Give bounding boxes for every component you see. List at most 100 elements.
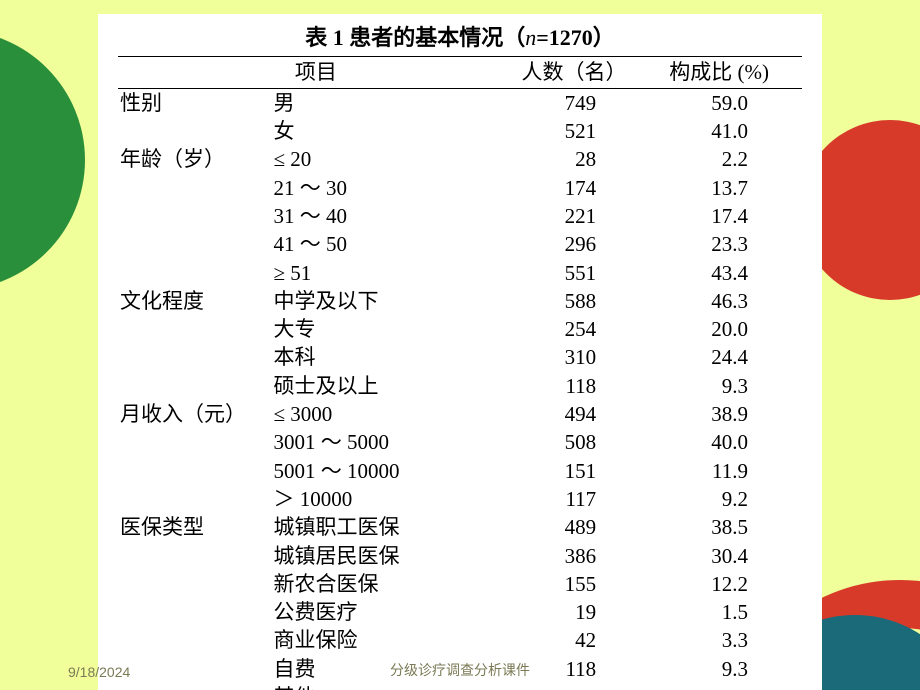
cell-category	[118, 570, 273, 598]
cell-value: 男	[273, 89, 511, 118]
cell-count: 28	[512, 146, 636, 174]
cell-count: 254	[512, 316, 636, 344]
cell-count: 221	[512, 202, 636, 230]
cell-percent: 40.0	[636, 429, 802, 457]
header-percent: 构成比 (%)	[636, 57, 802, 89]
cell-count: 155	[512, 570, 636, 598]
cell-category: 性别	[118, 89, 273, 118]
table-row: 其他614.8	[118, 684, 802, 690]
cell-percent: 13.7	[636, 174, 802, 202]
table-title: 表 1 患者的基本情况（n=1270）	[118, 20, 802, 52]
table-row: 新农合医保15512.2	[118, 570, 802, 598]
cell-category	[118, 202, 273, 230]
cell-value: 31 ～ 40	[273, 202, 511, 230]
cell-category: 文化程度	[118, 287, 273, 315]
cell-count: 118	[512, 372, 636, 400]
header-category: 项目	[118, 57, 512, 89]
cell-category: 年龄（岁）	[118, 146, 273, 174]
table-row: 女52141.0	[118, 118, 802, 146]
cell-category	[118, 259, 273, 287]
cell-count: 310	[512, 344, 636, 372]
cell-percent: 41.0	[636, 118, 802, 146]
cell-count: 386	[512, 542, 636, 570]
table-row: 公费医疗191.5	[118, 599, 802, 627]
cell-value: 城镇职工医保	[273, 514, 511, 542]
cell-category	[118, 429, 273, 457]
cell-value: 商业保险	[273, 627, 511, 655]
table-header-row: 项目 人数（名） 构成比 (%)	[118, 57, 802, 89]
cell-count: 749	[512, 89, 636, 118]
cell-count: 61	[512, 684, 636, 690]
header-count: 人数（名）	[512, 57, 636, 89]
cell-value: ≤ 3000	[273, 401, 511, 429]
table-row: 大专25420.0	[118, 316, 802, 344]
cell-percent: 1.5	[636, 599, 802, 627]
title-prefix: 表 1 患者的基本情况（	[305, 25, 525, 50]
cell-percent: 11.9	[636, 457, 802, 485]
cell-value: 本科	[273, 344, 511, 372]
cell-value: ≥ 51	[273, 259, 511, 287]
cell-percent: 17.4	[636, 202, 802, 230]
cell-percent: 38.5	[636, 514, 802, 542]
cell-count: 151	[512, 457, 636, 485]
cell-value: 硕士及以上	[273, 372, 511, 400]
cell-count: 42	[512, 627, 636, 655]
table-row: 医保类型城镇职工医保48938.5	[118, 514, 802, 542]
cell-percent: 23.3	[636, 231, 802, 259]
cell-percent: 30.4	[636, 542, 802, 570]
cell-percent: 9.3	[636, 372, 802, 400]
cell-category	[118, 231, 273, 259]
cell-percent: 4.8	[636, 684, 802, 690]
cell-value: 中学及以下	[273, 287, 511, 315]
cell-count: 521	[512, 118, 636, 146]
title-n-value: =1270）	[536, 25, 615, 50]
cell-category: 医保类型	[118, 514, 273, 542]
cell-category	[118, 174, 273, 202]
cell-count: 588	[512, 287, 636, 315]
table-row: ＞ 100001179.2	[118, 485, 802, 513]
cell-category: 月收入（元）	[118, 401, 273, 429]
cell-category	[118, 344, 273, 372]
cell-category	[118, 316, 273, 344]
table-row: 3001 ～ 500050840.0	[118, 429, 802, 457]
cell-percent: 2.2	[636, 146, 802, 174]
cell-value: 公费医疗	[273, 599, 511, 627]
cell-count: 174	[512, 174, 636, 202]
cell-percent: 3.3	[636, 627, 802, 655]
cell-value: 5001 ～ 10000	[273, 457, 511, 485]
patient-table: 项目 人数（名） 构成比 (%) 性别男74959.0女52141.0年龄（岁）…	[118, 56, 802, 690]
cell-value: ＞ 10000	[273, 485, 511, 513]
cell-category	[118, 627, 273, 655]
cell-category	[118, 372, 273, 400]
table-row: 城镇居民医保38630.4	[118, 542, 802, 570]
cell-value: 女	[273, 118, 511, 146]
cell-count: 508	[512, 429, 636, 457]
cell-category	[118, 457, 273, 485]
cell-value: 41 ～ 50	[273, 231, 511, 259]
cell-percent: 59.0	[636, 89, 802, 118]
cell-category	[118, 485, 273, 513]
footer-slide-title: 分级诊疗调查分析课件	[0, 660, 920, 680]
cell-count: 19	[512, 599, 636, 627]
cell-count: 117	[512, 485, 636, 513]
table-row: 本科31024.4	[118, 344, 802, 372]
cell-count: 494	[512, 401, 636, 429]
table-row: 31 ～ 4022117.4	[118, 202, 802, 230]
cell-percent: 24.4	[636, 344, 802, 372]
cell-value: 新农合医保	[273, 570, 511, 598]
table-row: 21 ～ 3017413.7	[118, 174, 802, 202]
cell-value: 城镇居民医保	[273, 542, 511, 570]
cell-value: ≤ 20	[273, 146, 511, 174]
cell-category	[118, 542, 273, 570]
cell-category	[118, 684, 273, 690]
title-n-label: n	[525, 25, 536, 50]
table-row: 5001 ～ 1000015111.9	[118, 457, 802, 485]
cell-percent: 43.4	[636, 259, 802, 287]
cell-value: 3001 ～ 5000	[273, 429, 511, 457]
cell-value: 其他	[273, 684, 511, 690]
table-row: 41 ～ 5029623.3	[118, 231, 802, 259]
cell-category	[118, 599, 273, 627]
table-row: 硕士及以上1189.3	[118, 372, 802, 400]
cell-value: 21 ～ 30	[273, 174, 511, 202]
table-row: 商业保险423.3	[118, 627, 802, 655]
